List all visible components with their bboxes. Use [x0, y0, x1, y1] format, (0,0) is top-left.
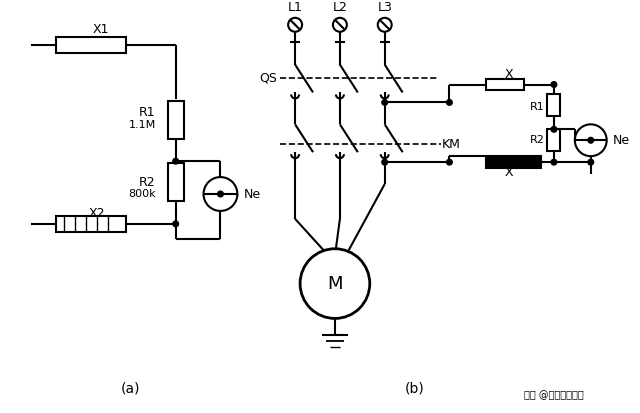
Circle shape	[447, 100, 452, 105]
Bar	[56, 216, 126, 232]
Bar	[168, 163, 184, 201]
Circle shape	[204, 177, 237, 211]
Text: L1: L1	[287, 1, 303, 14]
Circle shape	[552, 127, 556, 132]
Circle shape	[575, 124, 607, 156]
Circle shape	[218, 192, 223, 197]
Text: X1: X1	[93, 23, 109, 36]
Text: Ne: Ne	[612, 134, 630, 147]
Circle shape	[173, 159, 178, 164]
Circle shape	[447, 160, 452, 165]
Bar	[486, 156, 541, 168]
Text: M: M	[327, 275, 342, 292]
Text: L3: L3	[377, 1, 392, 14]
Text: R2: R2	[530, 135, 545, 145]
Circle shape	[552, 160, 556, 165]
Text: R1: R1	[139, 106, 156, 119]
Text: 800k: 800k	[128, 189, 156, 199]
Circle shape	[588, 138, 593, 143]
Circle shape	[378, 18, 392, 32]
Text: R1: R1	[530, 102, 545, 112]
Text: X: X	[505, 68, 513, 81]
Text: 头条 @技成电工课堂: 头条 @技成电工课堂	[524, 390, 584, 400]
Circle shape	[288, 18, 302, 32]
Circle shape	[382, 160, 387, 165]
Circle shape	[382, 100, 387, 105]
Bar	[486, 78, 524, 90]
Text: (b): (b)	[404, 381, 424, 395]
Bar	[547, 129, 560, 151]
Text: R2: R2	[139, 176, 156, 189]
Circle shape	[588, 160, 593, 165]
Text: X2: X2	[89, 207, 105, 221]
Circle shape	[333, 18, 347, 32]
Text: L2: L2	[332, 1, 348, 14]
Text: Ne: Ne	[243, 188, 260, 200]
Circle shape	[552, 82, 556, 87]
Text: QS: QS	[259, 71, 277, 84]
Circle shape	[173, 221, 178, 226]
Circle shape	[300, 249, 370, 318]
Text: (a): (a)	[121, 381, 141, 395]
Bar	[547, 95, 560, 116]
Bar	[56, 37, 126, 52]
Bar	[168, 102, 184, 139]
Text: 1.1M: 1.1M	[129, 120, 156, 131]
Text: X: X	[505, 166, 513, 178]
Text: KM: KM	[442, 138, 460, 151]
